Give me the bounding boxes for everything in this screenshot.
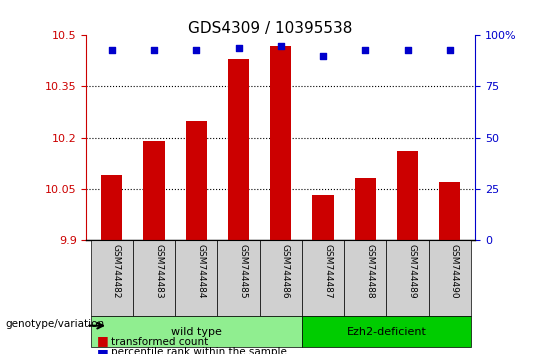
Text: ■: ■ [97, 334, 109, 347]
Bar [313, 195, 334, 240]
FancyBboxPatch shape [344, 240, 387, 316]
Text: GSM744488: GSM744488 [366, 244, 374, 298]
Text: GSM744482: GSM744482 [112, 244, 121, 298]
Bar [439, 182, 461, 240]
Point [361, 47, 370, 52]
FancyBboxPatch shape [302, 240, 344, 316]
FancyBboxPatch shape [429, 240, 471, 316]
Bar [270, 46, 292, 240]
Text: GDS4309 / 10395538: GDS4309 / 10395538 [188, 21, 352, 36]
Text: percentile rank within the sample: percentile rank within the sample [111, 347, 287, 354]
Point [276, 43, 285, 48]
FancyBboxPatch shape [175, 240, 218, 316]
Text: GSM744487: GSM744487 [323, 244, 332, 298]
Point [446, 47, 454, 52]
FancyBboxPatch shape [387, 240, 429, 316]
FancyBboxPatch shape [302, 316, 471, 347]
Text: genotype/variation: genotype/variation [5, 319, 105, 329]
Text: GSM744489: GSM744489 [408, 244, 416, 298]
Point [234, 45, 243, 51]
Bar [144, 141, 165, 240]
Text: GSM744490: GSM744490 [450, 244, 459, 298]
Bar [397, 151, 418, 240]
Text: transformed count: transformed count [111, 337, 208, 347]
Text: Ezh2-deficient: Ezh2-deficient [347, 327, 427, 337]
Point [192, 47, 200, 52]
Text: GSM744483: GSM744483 [154, 244, 163, 298]
Bar [228, 59, 249, 240]
FancyBboxPatch shape [218, 240, 260, 316]
Bar [186, 120, 207, 240]
Bar [101, 175, 123, 240]
Text: GSM744486: GSM744486 [281, 244, 290, 298]
Text: ■: ■ [97, 347, 109, 354]
Point [403, 47, 412, 52]
Point [107, 47, 116, 52]
FancyBboxPatch shape [91, 316, 302, 347]
Point [150, 47, 158, 52]
Bar [355, 178, 376, 240]
FancyBboxPatch shape [133, 240, 175, 316]
Text: wild type: wild type [171, 327, 222, 337]
Text: GSM744484: GSM744484 [196, 244, 205, 298]
FancyBboxPatch shape [91, 240, 133, 316]
Text: GSM744485: GSM744485 [239, 244, 247, 298]
FancyBboxPatch shape [260, 240, 302, 316]
Point [319, 53, 327, 59]
